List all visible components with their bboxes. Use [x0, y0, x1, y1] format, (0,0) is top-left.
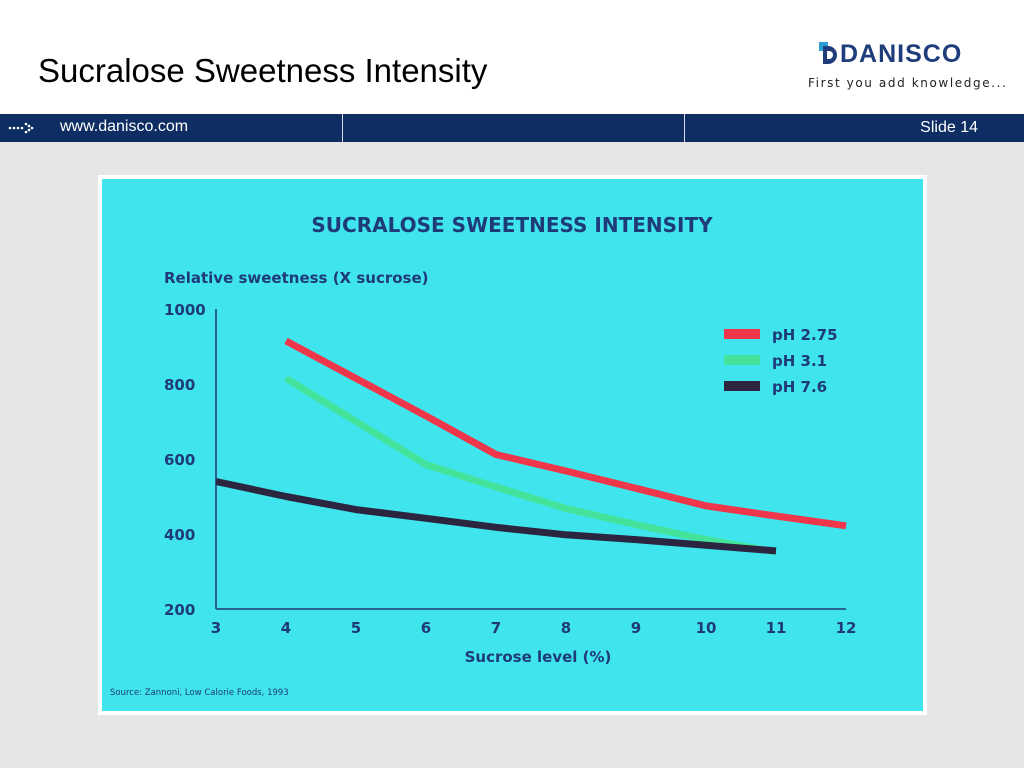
legend-swatch-ph-7-6 [724, 381, 760, 391]
y-tick-label: 400 [164, 526, 195, 544]
y-tick-label: 800 [164, 376, 195, 394]
danisco-logo: DANISCO First you add knowledge... [805, 40, 1006, 96]
legend-swatch-ph-3-1 [724, 355, 760, 365]
chart-title: SUCRALOSE SWEETNESS INTENSITY [311, 213, 713, 237]
x-tick-label: 11 [766, 619, 787, 637]
legend-swatch-ph-2-75 [724, 329, 760, 339]
slide-title: Sucralose Sweetness Intensity [38, 52, 488, 89]
x-axis-label: Sucrose level (%) [465, 648, 612, 666]
x-tick-label: 9 [631, 619, 641, 637]
x-tick-label: 10 [696, 619, 717, 637]
chart-panel: SUCRALOSE SWEETNESS INTENSITY Relative s… [102, 179, 923, 711]
x-tick-label: 7 [491, 619, 501, 637]
chart-source: Source: Zannoni, Low Calorie Foods, 1993 [110, 688, 289, 698]
x-tick-label: 4 [281, 619, 291, 637]
navbar-divider [342, 114, 343, 142]
x-tick-label: 12 [836, 619, 857, 637]
x-tick-label: 8 [561, 619, 571, 637]
y-tick-label: 200 [164, 601, 195, 619]
x-tick-label: 5 [351, 619, 361, 637]
series-line-ph-2-75 [284, 337, 847, 530]
series-line-ph-3-1 [284, 375, 777, 556]
logo-tagline: First you add knowledge... [808, 76, 1008, 90]
y-tick-label: 1000 [164, 301, 206, 319]
navbar-divider [684, 114, 685, 142]
dotted-arrow-icon [8, 122, 34, 134]
series-line-ph-7-6 [215, 478, 777, 555]
y-axis-label: Relative sweetness (X sucrose) [164, 269, 429, 287]
website-link[interactable]: www.danisco.com [60, 118, 189, 135]
legend-label-ph-3-1: pH 3.1 [772, 352, 827, 370]
x-tick-label: 3 [211, 619, 221, 637]
slide-number: Slide 14 [920, 119, 978, 136]
legend-label-ph-2-75: pH 2.75 [772, 326, 838, 344]
x-tick-label: 6 [421, 619, 431, 637]
chart-frame: SUCRALOSE SWEETNESS INTENSITY Relative s… [98, 175, 927, 715]
logo-name: DANISCO [840, 40, 963, 68]
footer-navbar: www.danisco.com Slide 14 [0, 114, 1024, 142]
sweetness-line-chart: SUCRALOSE SWEETNESS INTENSITY Relative s… [110, 213, 857, 698]
legend-label-ph-7-6: pH 7.6 [772, 378, 827, 396]
y-tick-label: 600 [164, 451, 195, 469]
slide-header: Sucralose Sweetness Intensity DANISCO Fi… [0, 0, 1024, 114]
danisco-logo-mark-icon [819, 42, 837, 64]
